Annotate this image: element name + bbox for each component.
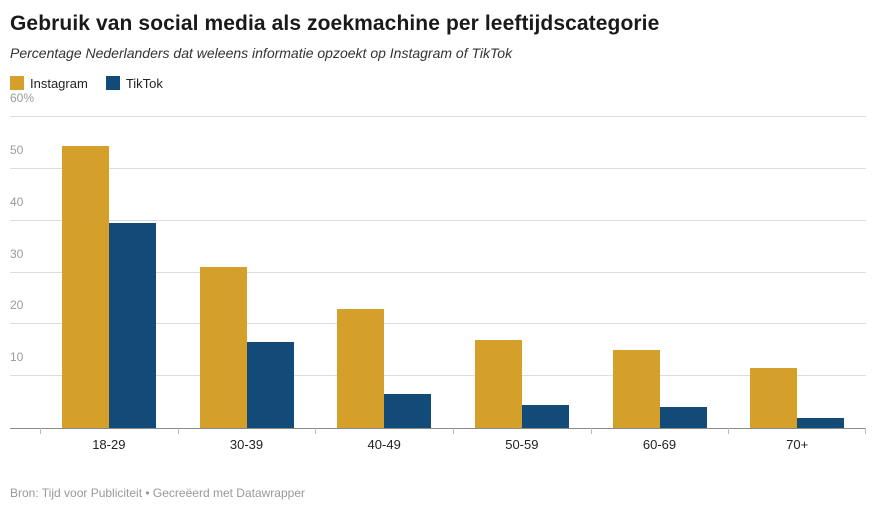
x-axis: 18-29 30-39 40-49 50-59 60-69 70+ (40, 429, 866, 452)
chart-subtitle: Percentage Nederlanders dat weleens info… (10, 45, 513, 61)
bar-group-50-59 (453, 117, 591, 434)
plot-area: 10 20 30 40 50 60% (10, 91, 867, 434)
legend-label: Instagram (30, 75, 88, 91)
x-axis-tick (728, 428, 730, 434)
bar-instagram-18-29 (61, 145, 109, 428)
bar-tiktok-40-49 (384, 394, 432, 428)
y-axis-tick-label: 20 (10, 299, 28, 312)
y-axis-tick-label: 40 (10, 195, 28, 208)
chart-title: Gebruik van social media als zoekmachine… (10, 12, 660, 35)
bar-instagram-50-59 (474, 339, 522, 428)
bar-tiktok-70+ (797, 417, 845, 428)
legend-item-instagram: Instagram (10, 76, 88, 91)
bar-instagram-30-39 (199, 267, 247, 428)
legend-swatch-tiktok (105, 76, 120, 90)
bar-instagram-40-49 (337, 308, 385, 428)
x-axis-tick (177, 428, 179, 434)
source-note: Bron: Tijd voor Publiciteit • Gecreëerd … (10, 486, 305, 500)
x-axis-tick (590, 428, 592, 434)
bar-group-18-29 (40, 117, 178, 434)
bar-group-40-49 (315, 117, 453, 434)
gridline (10, 375, 866, 377)
gridline (10, 167, 866, 169)
x-axis-label: 50-59 (505, 437, 539, 452)
legend-label: TikTok (125, 75, 163, 91)
gridline (10, 116, 866, 117)
legend-swatch-instagram (10, 76, 24, 90)
x-axis-label: 60-69 (642, 437, 677, 452)
gridline (10, 271, 866, 273)
y-axis-tick-label: 50 (10, 143, 28, 156)
y-axis-tick-label: 10 (10, 350, 28, 363)
y-axis-tick-label: 60% (10, 91, 39, 104)
x-axis-label: 70+ (786, 437, 809, 452)
bar-group-70+ (728, 117, 867, 434)
x-axis-tick (453, 428, 455, 434)
legend-item-tiktok: TikTok (105, 75, 163, 91)
bar-groups (40, 117, 867, 434)
legend: Instagram TikTok (10, 75, 866, 91)
x-axis-label: 40-49 (367, 437, 401, 452)
bar-tiktok-30-39 (246, 342, 294, 428)
bar-tiktok-50-59 (521, 404, 569, 428)
y-axis-tick-label: 30 (10, 247, 28, 260)
bar-instagram-70+ (750, 368, 798, 428)
bar-tiktok-18-29 (108, 223, 156, 428)
gridline (10, 219, 866, 221)
gridline (10, 323, 866, 325)
x-axis-tick (40, 428, 41, 434)
bar-group-60-69 (590, 117, 729, 434)
bar-group-30-39 (177, 117, 316, 434)
x-axis-tick (865, 428, 867, 434)
x-axis-label: 18-29 (92, 437, 126, 452)
x-axis-tick (315, 428, 317, 434)
bar-instagram-60-69 (612, 350, 660, 428)
bar-tiktok-60-69 (659, 407, 707, 428)
x-axis-label: 30-39 (229, 437, 264, 452)
